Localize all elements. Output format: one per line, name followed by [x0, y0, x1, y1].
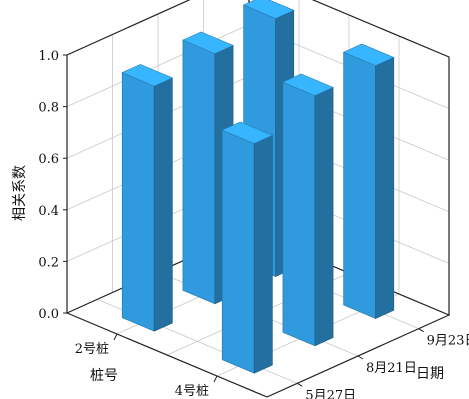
- bar-4号桩-5月27日: [221, 121, 274, 374]
- x-tick-mark-0: [113, 333, 118, 341]
- x-axis-title: 桩号: [90, 367, 118, 384]
- x-tick-label: 4号桩: [175, 384, 209, 399]
- x-axis-line: [66, 312, 268, 398]
- z-tick-label: 0.0: [38, 307, 59, 322]
- z-tick-label: 0.8: [38, 101, 59, 116]
- front-frame: [63, 54, 450, 398]
- y-tick-label: 5月27日: [305, 388, 356, 399]
- bar-face-side: [375, 56, 395, 319]
- bars-layer: [121, 0, 395, 374]
- y-tick-mark-2: [418, 328, 424, 333]
- bar-face-top: [182, 31, 234, 54]
- y-tick-label: 8月21日: [366, 361, 417, 376]
- bar-face-top: [221, 121, 274, 144]
- bar-face-front: [282, 81, 316, 347]
- bar-face-side: [253, 134, 273, 374]
- bar-4号桩-8月21日: [282, 73, 334, 347]
- y-tick-label: 9月23日: [427, 334, 469, 349]
- bar-face-side: [153, 77, 173, 332]
- bar-face-front: [182, 39, 216, 305]
- bar-face-front: [221, 129, 255, 374]
- bar-2号桩-5月27日: [121, 64, 174, 332]
- y-tick-mark-1: [357, 355, 364, 360]
- z-tick-label: 1.0: [38, 49, 59, 64]
- bar-face-top: [282, 73, 334, 96]
- y-axis-title: 日期: [416, 366, 444, 382]
- y-tick-mark-0: [297, 382, 303, 387]
- bar-face-front: [343, 51, 376, 319]
- z-tick-label: 0.2: [38, 255, 59, 270]
- z-tick-label: 0.4: [38, 204, 59, 219]
- z-axis-title: 相关系数: [12, 165, 28, 221]
- bar-face-top: [121, 64, 174, 87]
- x-tick-label: 2号桩: [75, 342, 109, 357]
- bar-face-front: [121, 72, 155, 332]
- z-tick-label: 0.6: [38, 152, 59, 167]
- labels-layer: 相关系数 桩号 日期 0.0 0.2 0.4 0.6 0.8 1.0 2号桩 4号桩 5月27日…: [12, 49, 469, 399]
- bar-face-side: [314, 86, 334, 347]
- bar-face-top: [242, 0, 295, 19]
- bar-face-top: [342, 43, 395, 66]
- bar-4号桩-9月23日: [342, 43, 395, 319]
- x-tick-mark-1: [213, 375, 218, 383]
